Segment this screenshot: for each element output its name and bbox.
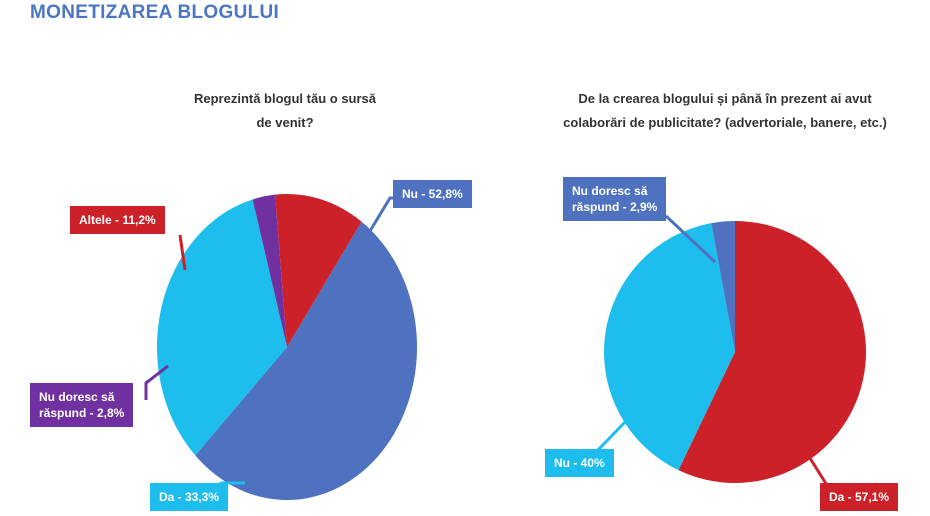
callout-leader-line: [596, 418, 629, 452]
pie-slice-nu: [604, 223, 735, 471]
pie-slice-da: [157, 199, 287, 456]
callout-label-nu-doresc: Nu doresc să răspund - 2,9%: [563, 177, 667, 221]
callout-text-line: Nu doresc să: [39, 390, 115, 404]
callout-text-line: răspund - 2,8%: [39, 406, 125, 420]
page-title: MONETIZAREA BLOGULUI: [30, 2, 280, 23]
callout-label-da: Da - 33,3%: [150, 483, 229, 511]
callout-text: Nu - 40%: [554, 456, 605, 470]
callout-leader-line: [178, 234, 187, 271]
callout-label-altele: Altele - 11,2%: [70, 206, 165, 234]
pie-chart-income: [157, 194, 418, 501]
callout-text: Nu - 52,8%: [402, 187, 463, 201]
callout-leader-line: [144, 364, 169, 400]
callout-label-da: Da - 57,1%: [820, 483, 899, 511]
callout-text: Da - 33,3%: [159, 490, 220, 504]
callout-label-nu-doresc: Nu doresc să răspund - 2,8%: [30, 383, 134, 427]
pie-slice-nu: [195, 221, 418, 501]
callout-text: Da - 57,1%: [829, 490, 890, 504]
chart-title-line: Reprezintă blogul tău o sursă: [193, 91, 377, 106]
pie-slice-altele: [275, 194, 362, 347]
chart-title-line: colaborări de publicitate? (advertoriale…: [563, 115, 887, 130]
callout-text: Altele - 11,2%: [79, 213, 156, 227]
callout-label-nu: Nu - 40%: [545, 449, 614, 477]
callout-text-line: Nu doresc să: [572, 184, 648, 198]
pie-slice-da: [678, 221, 866, 484]
chart-title-line: de venit?: [256, 115, 314, 130]
pie-slice-nu-doresc-s-r-spund: [711, 221, 735, 352]
chart-title-income: Reprezintă blogul tău o sursă de venit?: [160, 87, 410, 135]
chart-title-advertising: De la crearea blogului și până în prezen…: [530, 87, 920, 135]
callout-text-line: răspund - 2,9%: [572, 200, 658, 214]
pie-chart-advertising: [604, 221, 866, 484]
callout-label-nu: Nu - 52,8%: [393, 180, 472, 208]
chart-title-line: De la crearea blogului și până în prezen…: [578, 91, 872, 106]
callout-leader-line: [664, 214, 717, 264]
pie-slice-nu-doresc-s-r-spund: [252, 194, 287, 347]
